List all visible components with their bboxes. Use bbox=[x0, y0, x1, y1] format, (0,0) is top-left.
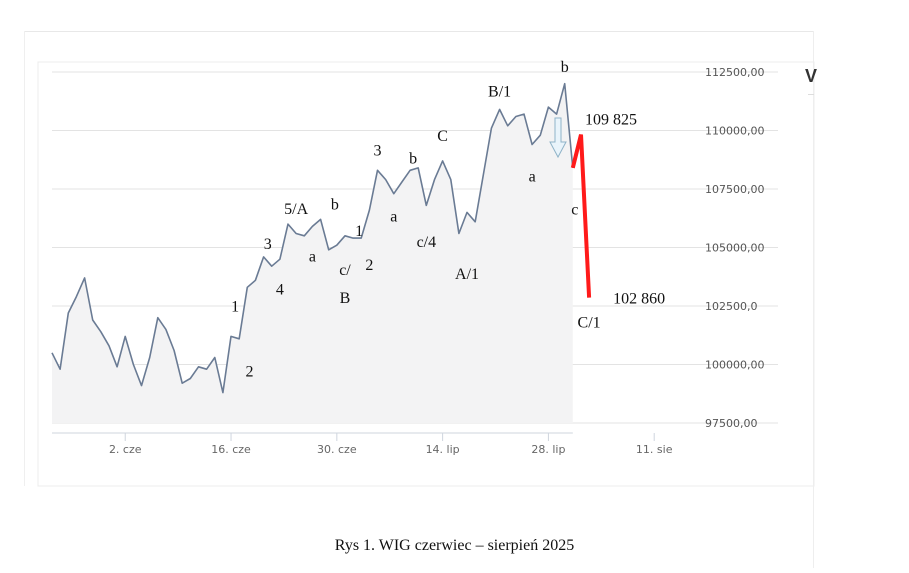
wave-label: C/1 bbox=[578, 315, 601, 332]
wave-label: c bbox=[571, 202, 578, 219]
wave-label: a bbox=[529, 169, 536, 186]
x-tick-label: 14. lip bbox=[426, 443, 460, 456]
right-panel-divider bbox=[813, 31, 814, 568]
y-tick-label: 105000,00 bbox=[705, 242, 765, 255]
wave-label: b bbox=[331, 196, 339, 213]
y-tick-label: 102500,0 bbox=[705, 300, 758, 313]
x-tick-label: 28. lip bbox=[531, 443, 565, 456]
wave-label: A/1 bbox=[455, 266, 479, 283]
wave-label: b bbox=[561, 59, 569, 76]
wave-label: 109 825 bbox=[585, 112, 637, 129]
y-tick-label: 112500,00 bbox=[705, 66, 765, 79]
x-tick-label: 16. cze bbox=[211, 443, 251, 456]
y-tick-label: 107500,00 bbox=[705, 183, 765, 196]
wave-label: C bbox=[437, 128, 448, 145]
series-line bbox=[51, 82, 574, 394]
wave-label: 3 bbox=[264, 236, 272, 253]
outer-panel-left-border bbox=[24, 31, 25, 486]
right-header-underline bbox=[808, 94, 814, 95]
figure-caption: Rys 1. WIG czerwiec – sierpień 2025 bbox=[334, 537, 575, 554]
wave-label: b bbox=[409, 151, 417, 168]
y-tick-label: 97500,00 bbox=[705, 417, 758, 430]
wave-label: 4 bbox=[276, 281, 284, 298]
y-tick-label: 100000,00 bbox=[705, 359, 765, 372]
series-area bbox=[52, 83, 573, 423]
wave-label: 1 bbox=[231, 299, 239, 316]
wave-label: 3 bbox=[374, 143, 382, 160]
wave-label: 102 860 bbox=[613, 291, 665, 308]
x-tick-label: 2. cze bbox=[109, 443, 142, 456]
wave-label: B bbox=[340, 290, 351, 307]
x-tick-label: 11. sie bbox=[636, 443, 673, 456]
down-arrow-icon bbox=[549, 117, 567, 159]
wave-label: 2 bbox=[245, 364, 253, 381]
wave-label: a bbox=[390, 208, 397, 225]
wave-label: 5/A bbox=[284, 201, 308, 218]
wave-label: a bbox=[309, 249, 316, 266]
cropped-heading-glyph: V bbox=[805, 66, 817, 86]
y-tick-label: 110000,00 bbox=[705, 125, 765, 138]
projection-line bbox=[570, 134, 592, 298]
wave-label: B/1 bbox=[488, 83, 511, 100]
x-tick-label: 30. cze bbox=[317, 443, 357, 456]
wave-label: 2 bbox=[365, 257, 373, 274]
wave-label: c/4 bbox=[417, 234, 437, 251]
wave-label: c/ bbox=[339, 262, 351, 279]
outer-panel-top-border bbox=[24, 31, 814, 32]
wave-label: 1 bbox=[355, 223, 363, 240]
